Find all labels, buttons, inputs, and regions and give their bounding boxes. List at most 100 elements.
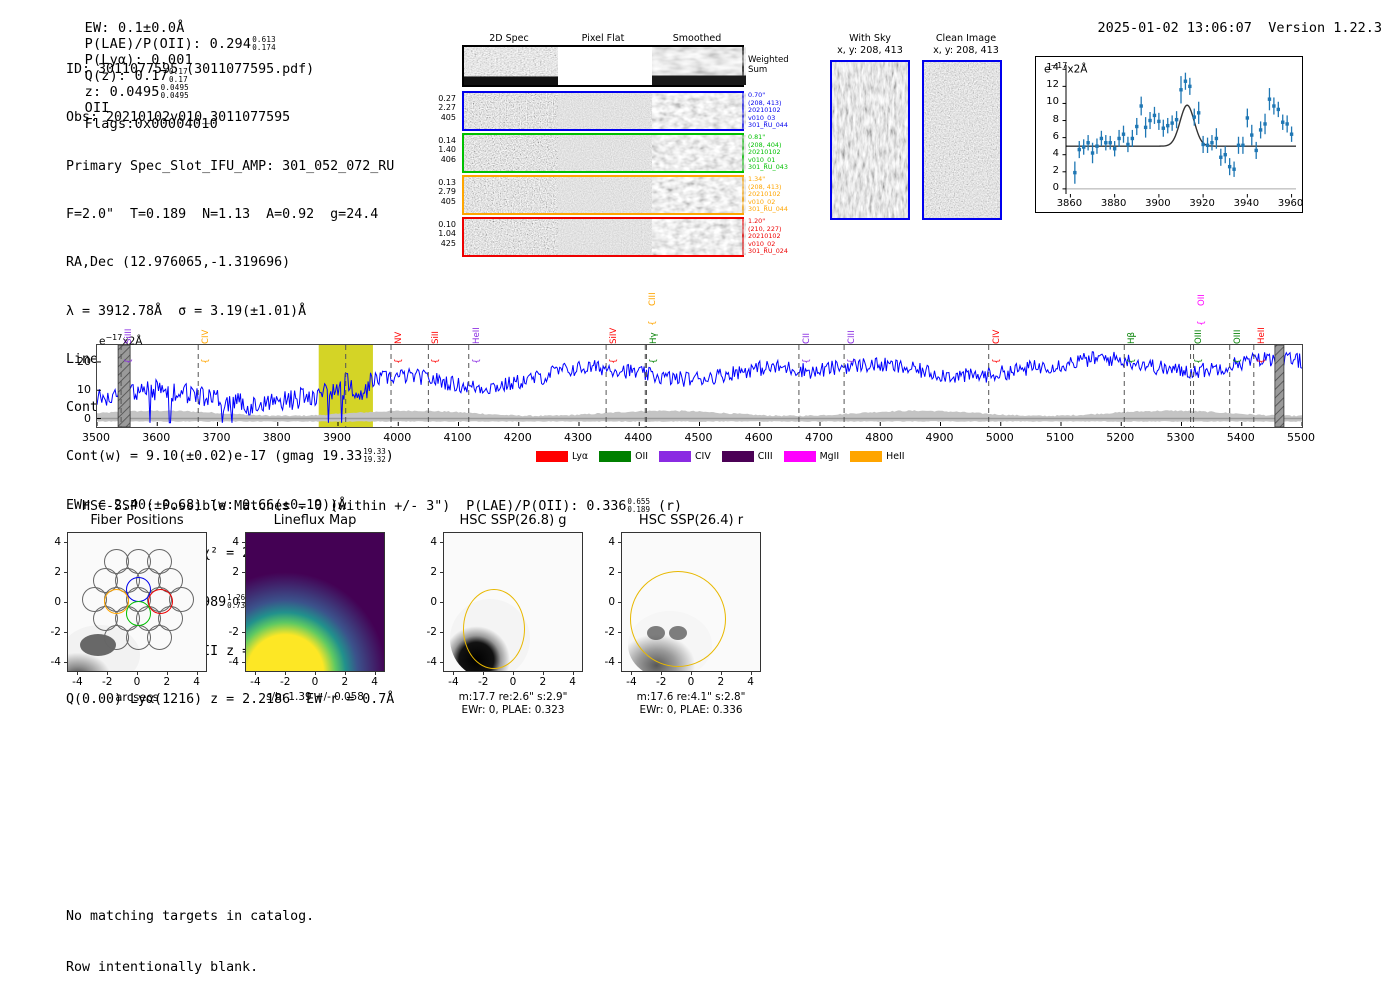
panel-x-tick-label: -2 — [655, 676, 667, 688]
fiber-row-right-values: 0.70" (208, 413) 20210102 v010_03 301_RU_044 — [748, 91, 788, 130]
panel-x-tick-label: -4 — [250, 676, 261, 688]
fiber-row — [462, 133, 746, 173]
panel-x-tick — [77, 672, 79, 675]
spectrum-annotation: e−17x2Å — [99, 333, 143, 348]
spectrum-x-tick-label: 4400 — [624, 431, 653, 444]
fiber-row-smoothed — [652, 135, 746, 171]
emission-line-label: CIII — [648, 292, 659, 306]
fiber-row — [462, 91, 746, 131]
fiber-row-2dspec — [464, 135, 558, 171]
panel-x-tick — [661, 672, 663, 675]
emission-line-brace: { — [1232, 358, 1243, 364]
panel-x-tick-label: -4 — [448, 676, 459, 688]
info-obs: Obs: 20210102v010_3011077595 — [66, 110, 291, 126]
x-tick-label: 3860 — [1056, 198, 1083, 209]
panel-y-tick-label: 4 — [430, 536, 437, 549]
fiber-row — [462, 217, 746, 257]
panel-y-tick — [64, 631, 67, 633]
fiber-row-left-values: 0.14 1.40 406 — [438, 136, 456, 164]
panel-y-tick — [64, 542, 67, 544]
spectrum-x-tick-label: 3500 — [82, 431, 110, 444]
emission-line-label: OIII — [1193, 329, 1204, 344]
header-plae-poii-range: 0.613 0.174 — [252, 35, 276, 52]
2d-spectrum-montage: 2D Spec Pixel Flat Smoothed Weighted Sum … — [430, 33, 789, 257]
panel-x-tick-label: 2 — [341, 676, 349, 688]
panel-caption-secondary: EWr: 0, PLAE: 0.336 — [639, 704, 743, 716]
panel-y-tick-label: 0 — [54, 596, 61, 608]
header-timestamp: 2025-01-02 13:06:07 — [1097, 20, 1252, 36]
panel-x-tick — [107, 672, 109, 675]
legend-label: CIII — [757, 451, 773, 462]
footer-line-2: Row intentionally blank. — [66, 960, 259, 975]
weighted-sum-2dspec — [464, 47, 558, 85]
panel-caption: m:17.6 re:4.1" s:2.8" — [636, 691, 746, 703]
panel-caption-secondary: EWr: 0, PLAE: 0.323 — [461, 704, 565, 716]
emission-line-label: OIII — [1232, 329, 1243, 344]
panel-image[interactable] — [245, 532, 385, 672]
legend-swatch — [659, 451, 692, 462]
panel-y-tick — [242, 542, 245, 544]
fiber-row-pixelflat — [558, 93, 652, 129]
panel-x-tick — [344, 672, 346, 675]
panel-x-tick — [255, 672, 257, 675]
emission-line-brace: { — [801, 358, 812, 364]
panel-x-tick — [166, 672, 168, 675]
emission-line-brace: { — [201, 358, 212, 364]
panel-image[interactable] — [621, 532, 761, 672]
emission-line-label: HeII — [1256, 327, 1267, 344]
spectrum-x-tick-label: 3800 — [262, 431, 291, 444]
panel-y-tick-label: 2 — [54, 566, 61, 579]
legend-swatch — [850, 451, 883, 462]
panel-x-tick — [137, 672, 138, 675]
panel-x-tick-label: -2 — [477, 676, 489, 688]
fiber-circle-highlighted — [103, 588, 129, 614]
emission-line-label: Hγ — [649, 332, 660, 344]
y-tick-label: 4 — [1052, 147, 1059, 159]
panel-x-tick-label: -4 — [626, 676, 637, 688]
x-tick-label: 3920 — [1189, 198, 1215, 209]
legend-label: Lyα — [572, 451, 589, 462]
legend-item: CIV — [659, 451, 711, 462]
header-z-type: OII — [84, 100, 110, 116]
header-ew: EW: 0.1±0.0Å — [84, 20, 185, 36]
panel-x-tick — [750, 672, 752, 675]
panel-title: HSC SSP(26.4) r — [638, 513, 744, 528]
legend-label: OII — [635, 451, 649, 462]
legend-item: HeII — [850, 451, 905, 462]
emission-line-brace: { — [431, 358, 442, 364]
panel-image[interactable] — [443, 532, 583, 672]
header-version: Version 1.22.3 — [1268, 20, 1382, 36]
fiber-row-smoothed — [652, 177, 746, 213]
fiber-row-smoothed — [652, 219, 746, 255]
panel-x-tick — [285, 672, 287, 675]
emission-line-brace: { — [394, 358, 405, 364]
legend-swatch — [783, 451, 816, 462]
emission-line-label: SiII — [431, 331, 442, 344]
y-tick-label: 8 — [1052, 113, 1059, 125]
panel-x-tick — [542, 672, 544, 675]
fiber-circle — [147, 624, 173, 650]
info-lambda: λ = 3912.78Å σ = 3.19(±1.01)Å — [66, 303, 307, 319]
panel-x-tick-label: 4 — [569, 676, 576, 688]
column-header-pixelflat: Pixel Flat — [581, 33, 625, 44]
panel-title: Lineflux Map — [273, 513, 357, 528]
fiber-circle-highlighted — [147, 588, 173, 614]
fiber-row-pixelflat — [558, 177, 652, 213]
spectrum-x-tick-label: 3600 — [142, 431, 171, 444]
emission-line-label: CIII — [847, 330, 858, 344]
panel-y-tick-label: -2 — [228, 625, 239, 638]
panel-y-tick — [64, 661, 67, 663]
fiber-row-right-values: 1.20" (210, 227) 20210102 v010_02 301_RU_024 — [748, 217, 788, 256]
y-tick-label: 14 — [1046, 62, 1059, 74]
panel-y-tick — [618, 572, 621, 574]
panel-x-tick-label: -4 — [72, 676, 83, 688]
spectrum-x-tick-label: 4200 — [503, 431, 532, 444]
panel-image[interactable] — [67, 532, 207, 672]
hsc-ssp-summary: HSC-SSP : Possible Matches = 0 (within +… — [82, 497, 682, 515]
panel-x-tick-label: 4 — [747, 676, 754, 688]
panel-x-tick — [483, 672, 485, 675]
panel-caption: s/b: 1.39 +/- 0.058 — [266, 691, 364, 703]
fiber-overlay — [68, 533, 206, 671]
panel-y-tick — [242, 631, 245, 633]
panel-x-tick — [691, 672, 692, 675]
